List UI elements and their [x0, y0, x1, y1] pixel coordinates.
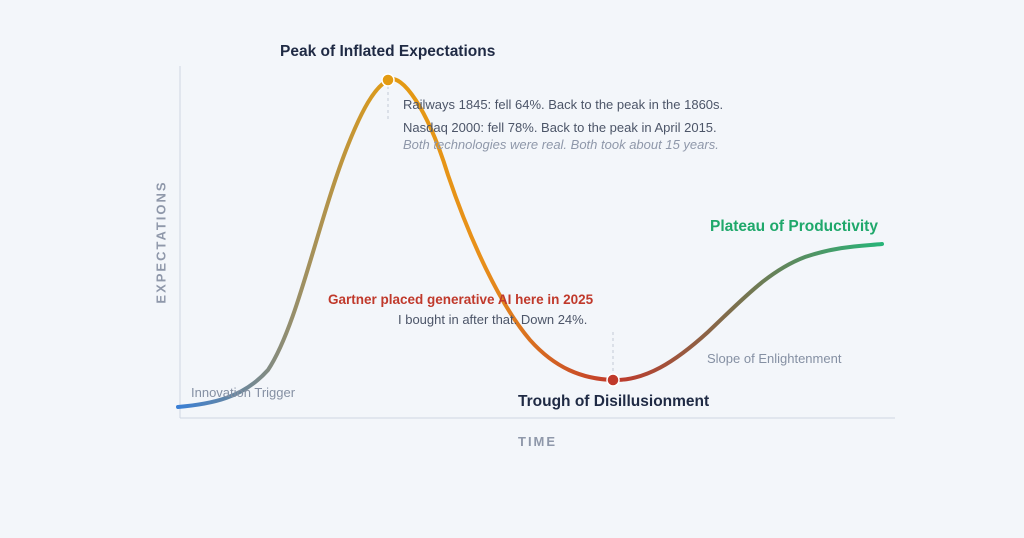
- peak-summary-note: Both technologies were real. Both took a…: [403, 137, 719, 152]
- innovation-trigger-label: Innovation Trigger: [191, 385, 296, 400]
- peak-marker: [381, 73, 395, 87]
- trough-label: Trough of Disillusionment: [518, 393, 710, 410]
- nasdaq-note: Nasdaq 2000: fell 78%. Back to the peak …: [403, 120, 717, 135]
- gartner-note: Gartner placed generative AI here in 202…: [328, 292, 594, 307]
- hype-cycle-curve: [176, 76, 884, 409]
- slope-label: Slope of Enlightenment: [707, 351, 842, 366]
- x-axis-title: TIME: [518, 434, 558, 449]
- personal-note: I bought in after that. Down 24%.: [398, 312, 588, 327]
- trough-marker: [606, 373, 620, 387]
- plateau-label: Plateau of Productivity: [710, 218, 878, 235]
- y-axis-title: EXPECTATIONS: [153, 180, 169, 304]
- railways-note: Railways 1845: fell 64%. Back to the pea…: [403, 97, 724, 112]
- peak-label: Peak of Inflated Expectations: [280, 43, 496, 60]
